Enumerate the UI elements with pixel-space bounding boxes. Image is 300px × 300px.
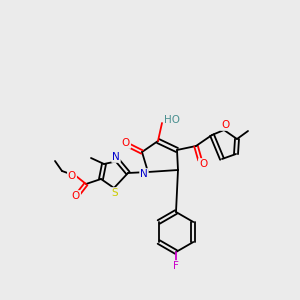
Text: O: O bbox=[221, 120, 229, 130]
Text: N: N bbox=[112, 152, 120, 162]
Text: S: S bbox=[112, 188, 118, 198]
Text: F: F bbox=[173, 261, 179, 271]
Text: HO: HO bbox=[164, 115, 180, 125]
Text: O: O bbox=[122, 138, 130, 148]
Text: O: O bbox=[68, 171, 76, 181]
Text: N: N bbox=[140, 169, 148, 179]
Text: O: O bbox=[72, 191, 80, 201]
Text: O: O bbox=[199, 159, 207, 169]
